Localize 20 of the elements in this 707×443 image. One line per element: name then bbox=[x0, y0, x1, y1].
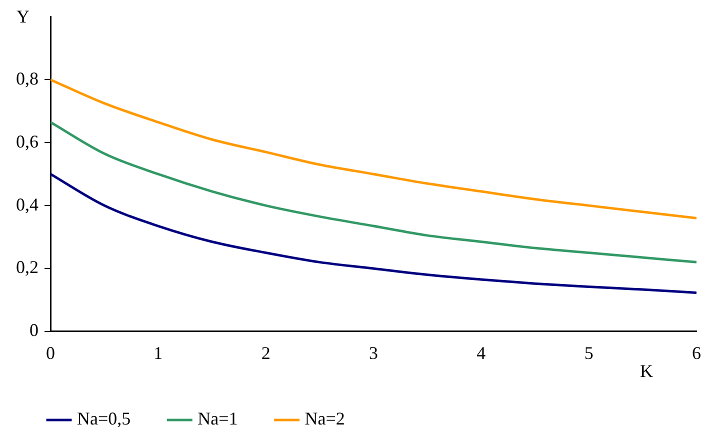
line-series bbox=[50, 78, 696, 220]
legend-label: Na=0,5 bbox=[77, 408, 131, 429]
x-tick-label: 1 bbox=[154, 342, 163, 363]
x-tick-label: 4 bbox=[476, 342, 486, 363]
x-tick-label: 5 bbox=[584, 342, 594, 363]
x-tick-label: 2 bbox=[261, 342, 270, 363]
x-tick-label: 0 bbox=[46, 342, 55, 363]
legend-label: Na=1 bbox=[198, 408, 238, 429]
y-tick-label: 0,4 bbox=[16, 194, 38, 214]
x-axis-title: K bbox=[640, 361, 653, 382]
y-tick-label: 0,6 bbox=[16, 131, 38, 152]
y-tick-label: 0,8 bbox=[16, 68, 38, 88]
y-tick-label: 0 bbox=[30, 320, 38, 340]
y-axis-title: Y bbox=[16, 6, 30, 27]
line-series bbox=[50, 172, 696, 294]
x-tick-label: 3 bbox=[369, 342, 378, 363]
legend-label: Na=2 bbox=[304, 408, 345, 429]
x-tick-label: 6 bbox=[692, 342, 701, 363]
line-series bbox=[50, 120, 696, 264]
y-tick-label: 0,2 bbox=[16, 257, 38, 278]
